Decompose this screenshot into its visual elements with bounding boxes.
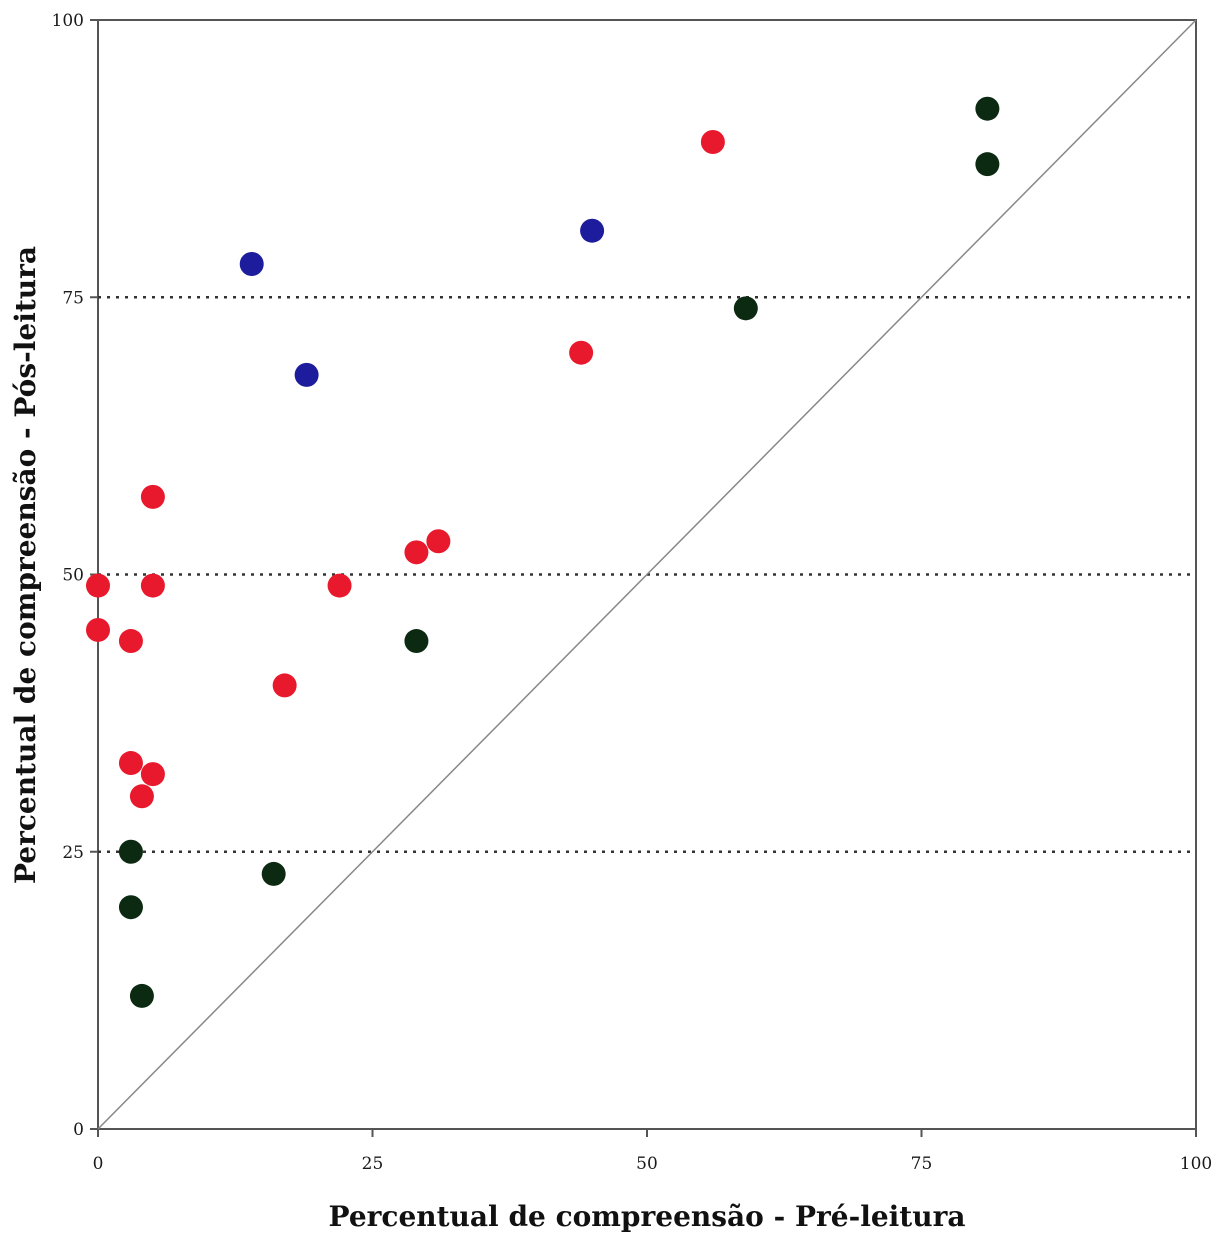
data-point xyxy=(975,152,1000,177)
data-point xyxy=(239,251,264,276)
data-point xyxy=(426,529,451,554)
data-point xyxy=(294,362,319,387)
data-point xyxy=(118,629,143,654)
y-tick-label: 100 xyxy=(52,11,84,31)
data-point xyxy=(404,629,429,654)
y-tick-label: 25 xyxy=(62,843,84,863)
x-tick-label: 50 xyxy=(636,1154,658,1174)
y-axis-title: Percentual de compreensão - Pós-leitura xyxy=(9,246,42,884)
data-point xyxy=(569,340,594,365)
data-point xyxy=(118,751,143,776)
data-point xyxy=(327,573,352,598)
x-tick-label: 25 xyxy=(362,1154,384,1174)
data-point xyxy=(261,861,286,886)
data-points xyxy=(86,96,1000,1008)
data-point xyxy=(733,296,758,321)
data-point xyxy=(580,218,605,243)
diagonal-reference-line xyxy=(97,19,1197,1130)
data-point xyxy=(272,673,297,698)
x-tick-label: 100 xyxy=(1180,1154,1212,1174)
reference-lines xyxy=(97,19,1197,1130)
data-point xyxy=(140,573,165,598)
data-point xyxy=(140,484,165,509)
data-point xyxy=(975,96,1000,121)
data-point xyxy=(140,762,165,787)
x-tick-label: 75 xyxy=(911,1154,933,1174)
data-point xyxy=(129,784,154,809)
data-point xyxy=(86,617,110,642)
data-point xyxy=(404,540,429,565)
data-point xyxy=(118,839,143,864)
data-point xyxy=(700,129,725,154)
x-tick-label: 0 xyxy=(93,1154,104,1174)
y-tick-label: 0 xyxy=(73,1120,84,1140)
y-tick-label: 50 xyxy=(62,566,84,586)
x-axis-title: Percentual de compreensão - Pré-leitura xyxy=(329,1200,966,1233)
axis-ticks: 0 25 50 75 100 0 25 50 75 100 xyxy=(52,11,1213,1174)
data-point xyxy=(118,895,143,920)
y-tick-label: 75 xyxy=(62,288,84,308)
data-point xyxy=(86,573,110,598)
data-point xyxy=(129,983,154,1008)
